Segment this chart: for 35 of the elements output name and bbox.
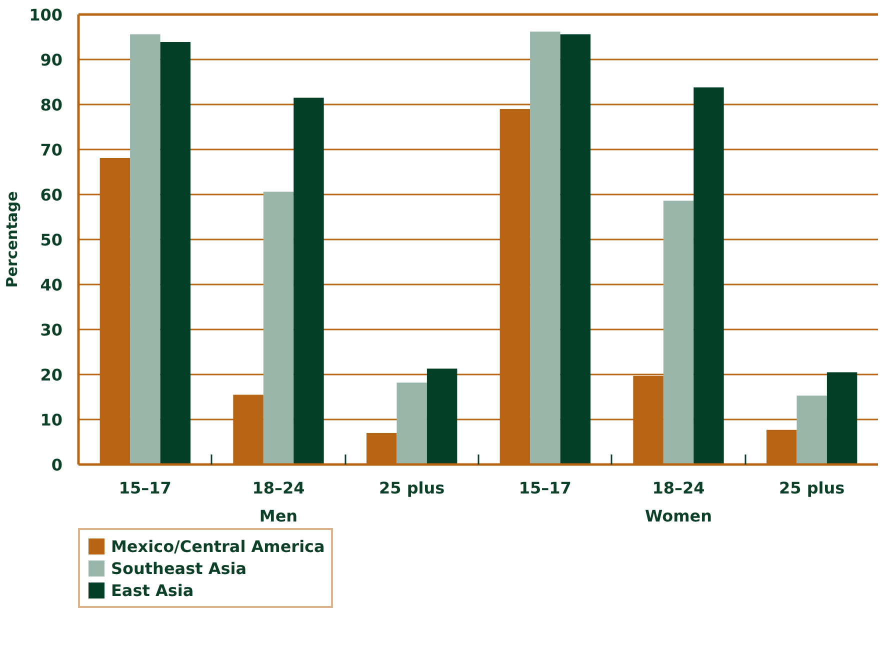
y-tick-label: 40 (40, 276, 62, 294)
y-axis-title: Percentage (3, 191, 22, 288)
bar (694, 87, 724, 464)
x-tick-label: 15–17 (118, 478, 172, 498)
y-tick-label: 60 (40, 186, 62, 204)
y-tick-label: 70 (40, 140, 62, 160)
bar (796, 396, 827, 464)
y-tick-label: 100 (29, 6, 63, 24)
y-tick-label: 0 (51, 456, 63, 474)
bar (160, 42, 190, 464)
bar (663, 200, 694, 464)
y-tick-label: 80 (40, 96, 62, 114)
x-tick-label: 18–24 (652, 478, 705, 498)
x-tick-label: 18–24 (252, 478, 305, 498)
bar (530, 32, 560, 464)
y-tick-label: 50 (40, 230, 62, 250)
text: Women (645, 506, 712, 526)
bar (826, 372, 858, 464)
x-tick-label: 25 plus (778, 478, 845, 498)
bar (426, 368, 458, 464)
bar (263, 192, 294, 464)
x-tick-label: 25 plus (378, 478, 445, 498)
bar (560, 34, 590, 464)
text: Men (259, 506, 298, 526)
legend-label: Southeast Asia (111, 558, 247, 578)
bar (130, 34, 160, 464)
legend-label: Mexico/Central America (111, 536, 325, 556)
y-tick-label: 10 (40, 410, 62, 430)
y-tick-label: 30 (40, 320, 62, 340)
bar (294, 98, 324, 464)
legend-label: East Asia (111, 580, 194, 600)
y-tick-label: 20 (40, 366, 62, 384)
x-tick-label: 15–17 (518, 478, 572, 498)
y-tick-label: 90 (40, 50, 62, 70)
bar (396, 382, 427, 464)
